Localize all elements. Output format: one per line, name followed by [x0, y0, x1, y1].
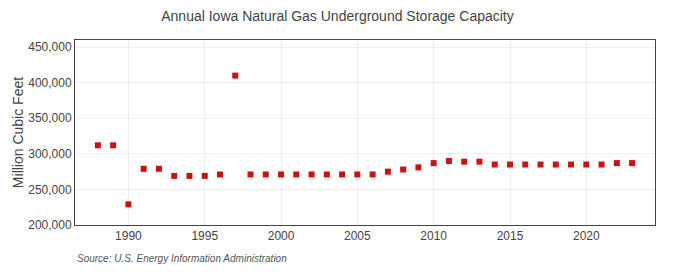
svg-text:450,000: 450,000 — [28, 40, 72, 54]
svg-text:2005: 2005 — [344, 229, 371, 243]
svg-text:Million Cubic Feet: Million Cubic Feet — [10, 77, 26, 188]
svg-text:1990: 1990 — [115, 229, 142, 243]
svg-text:400,000: 400,000 — [28, 76, 72, 90]
svg-text:200,000: 200,000 — [28, 218, 72, 232]
svg-text:2000: 2000 — [268, 229, 295, 243]
svg-text:350,000: 350,000 — [28, 111, 72, 125]
svg-text:300,000: 300,000 — [28, 147, 72, 161]
svg-text:Source: U.S. Energy Informatio: Source: U.S. Energy Information Administ… — [77, 253, 287, 264]
svg-text:2015: 2015 — [497, 229, 524, 243]
svg-text:250,000: 250,000 — [28, 183, 72, 197]
svg-text:Annual Iowa Natural Gas Underg: Annual Iowa Natural Gas Underground Stor… — [161, 8, 514, 24]
svg-text:2010: 2010 — [420, 229, 447, 243]
svg-text:2020: 2020 — [573, 229, 600, 243]
svg-text:1995: 1995 — [191, 229, 218, 243]
